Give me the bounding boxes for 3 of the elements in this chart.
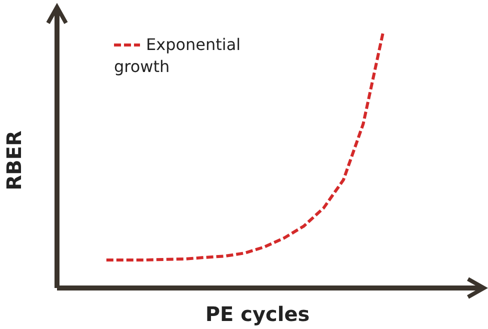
y-axis-title: RBER [2,130,26,190]
x-axis-title: PE cycles [205,302,310,326]
legend-label: Exponential growth [114,34,242,78]
